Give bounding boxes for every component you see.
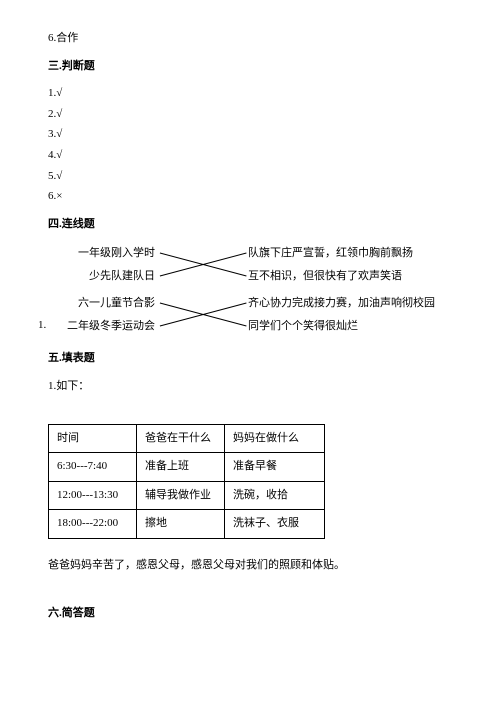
- match-left-4: 二年级冬季运动会: [67, 318, 155, 336]
- cell-time-1: 6:30---7:40: [49, 453, 137, 482]
- judgement-list: 1.√ 2.√ 3.√ 4.√ 5.√ 6.×: [48, 85, 455, 206]
- header-mom: 妈妈在做什么: [225, 424, 325, 453]
- match-right-2: 互不相识，但很快有了欢声笑语: [248, 268, 402, 286]
- judgement-5: 5.√: [48, 168, 455, 186]
- matching-diagram: 1. 一年级刚入学时 少先队建队日 六一儿童节合影 二年级冬季运动会 队旗下庄严…: [48, 245, 455, 340]
- table-row: 12:00---13:30 辅导我做作业 洗碗，收拾: [49, 481, 325, 510]
- cell-dad-1: 准备上班: [137, 453, 225, 482]
- table-row: 6:30---7:40 准备上班 准备早餐: [49, 453, 325, 482]
- judgement-1: 1.√: [48, 85, 455, 103]
- cell-mom-2: 洗碗，收拾: [225, 481, 325, 510]
- cell-time-3: 18:00---22:00: [49, 510, 137, 539]
- cell-dad-3: 擦地: [137, 510, 225, 539]
- match-right-1: 队旗下庄严宣誓，红领巾胸前飘扬: [248, 245, 413, 263]
- schedule-table: 时间 爸爸在干什么 妈妈在做什么 6:30---7:40 准备上班 准备早餐 1…: [48, 424, 325, 539]
- table-row: 18:00---22:00 擦地 洗袜子、衣服: [49, 510, 325, 539]
- judgement-3: 3.√: [48, 126, 455, 144]
- match-left-2: 少先队建队日: [89, 268, 155, 286]
- section-5-title: 五.填表题: [48, 350, 455, 368]
- judgement-2: 2.√: [48, 106, 455, 124]
- section-5-lead: 1.如下：: [48, 378, 455, 396]
- match-right-3: 齐心协力完成接力赛，加油声响彻校园: [248, 295, 435, 313]
- cell-time-2: 12:00---13:30: [49, 481, 137, 510]
- header-dad: 爸爸在干什么: [137, 424, 225, 453]
- section-3-title: 三.判断题: [48, 58, 455, 76]
- section-6-title: 六.简答题: [48, 605, 455, 623]
- match-right-4: 同学们个个笑得很灿烂: [248, 318, 358, 336]
- judgement-4: 4.√: [48, 147, 455, 165]
- match-left-1: 一年级刚入学时: [78, 245, 155, 263]
- table-header-row: 时间 爸爸在干什么 妈妈在做什么: [49, 424, 325, 453]
- cell-mom-3: 洗袜子、衣服: [225, 510, 325, 539]
- answer-6: 6.合作: [48, 30, 455, 48]
- cell-dad-2: 辅导我做作业: [137, 481, 225, 510]
- cell-mom-1: 准备早餐: [225, 453, 325, 482]
- section-4-title: 四.连线题: [48, 216, 455, 234]
- judgement-6: 6.×: [48, 188, 455, 206]
- header-time: 时间: [49, 424, 137, 453]
- matching-number: 1.: [38, 317, 46, 335]
- match-left-3: 六一儿童节合影: [78, 295, 155, 313]
- section-5-footer: 爸爸妈妈辛苦了，感恩父母，感恩父母对我们的照顾和体贴。: [48, 557, 455, 575]
